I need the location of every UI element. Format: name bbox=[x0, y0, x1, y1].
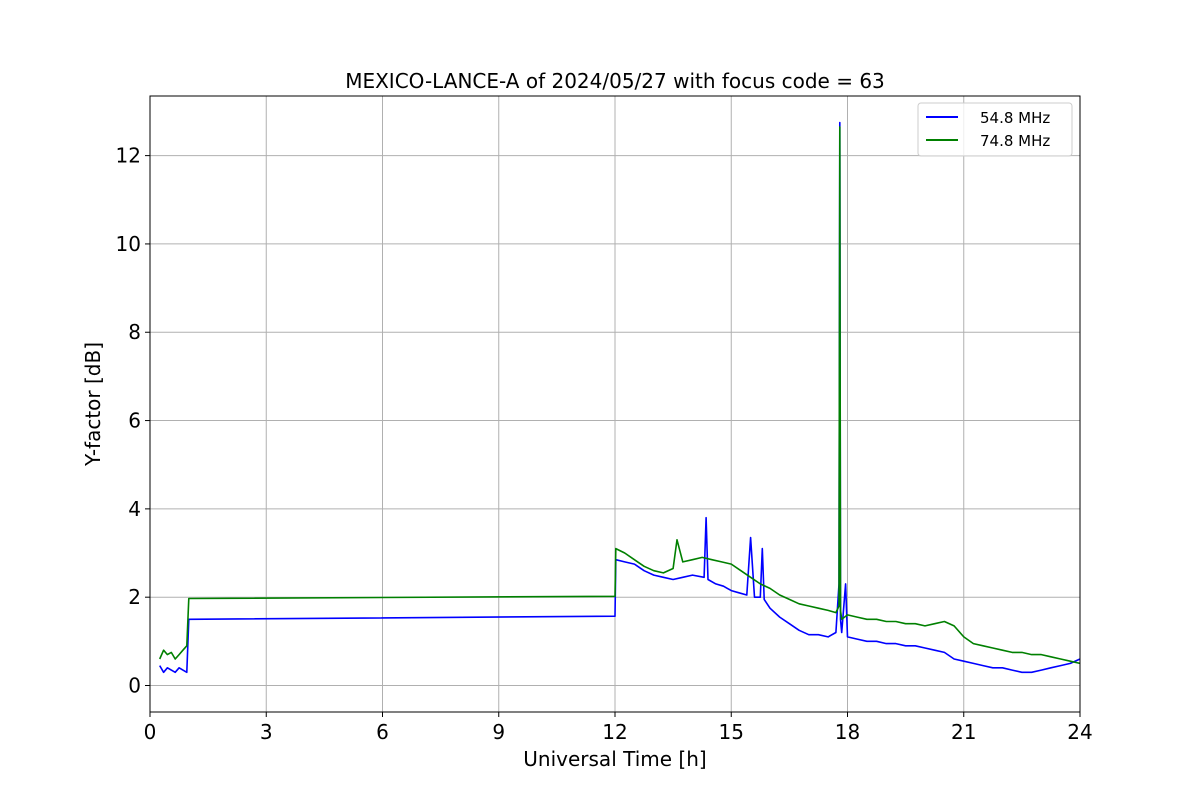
x-tick-label: 21 bbox=[951, 720, 976, 744]
y-axis-label: Y-factor [dB] bbox=[81, 342, 105, 467]
y-tick-label: 0 bbox=[128, 674, 141, 698]
legend: 54.8 MHz 74.8 MHz bbox=[917, 102, 1073, 157]
x-tick-label: 6 bbox=[376, 720, 389, 744]
y-tick-label: 10 bbox=[116, 232, 141, 256]
x-tick-label: 15 bbox=[719, 720, 744, 744]
legend-label-74-8-mhz: 74.8 MHz bbox=[980, 132, 1050, 150]
y-tick-label: 8 bbox=[128, 320, 141, 344]
x-tick-label: 24 bbox=[1067, 720, 1092, 744]
legend-label-54-8-mhz: 54.8 MHz bbox=[980, 109, 1050, 127]
x-tick-label: 0 bbox=[144, 720, 157, 744]
x-tick-label: 3 bbox=[260, 720, 273, 744]
series-layer bbox=[158, 121, 1081, 674]
y-axis: 0 2 4 6 8 10 12 bbox=[116, 144, 150, 698]
x-tick-label: 12 bbox=[602, 720, 627, 744]
y-tick-label: 4 bbox=[128, 497, 141, 521]
y-tick-label: 2 bbox=[128, 585, 141, 609]
y-tick-label: 6 bbox=[128, 409, 141, 433]
chart-title: MEXICO-LANCE-A of 2024/05/27 with focus … bbox=[345, 69, 885, 93]
series-line-54-8-mhz bbox=[159, 121, 1081, 674]
series-line-74-8-mhz bbox=[158, 126, 1081, 665]
x-tick-label: 9 bbox=[492, 720, 505, 744]
y-tick-label: 12 bbox=[116, 144, 141, 168]
x-tick-label: 18 bbox=[835, 720, 860, 744]
x-axis: 0 3 6 9 12 15 18 21 24 bbox=[144, 712, 1093, 744]
x-axis-label: Universal Time [h] bbox=[523, 747, 706, 771]
